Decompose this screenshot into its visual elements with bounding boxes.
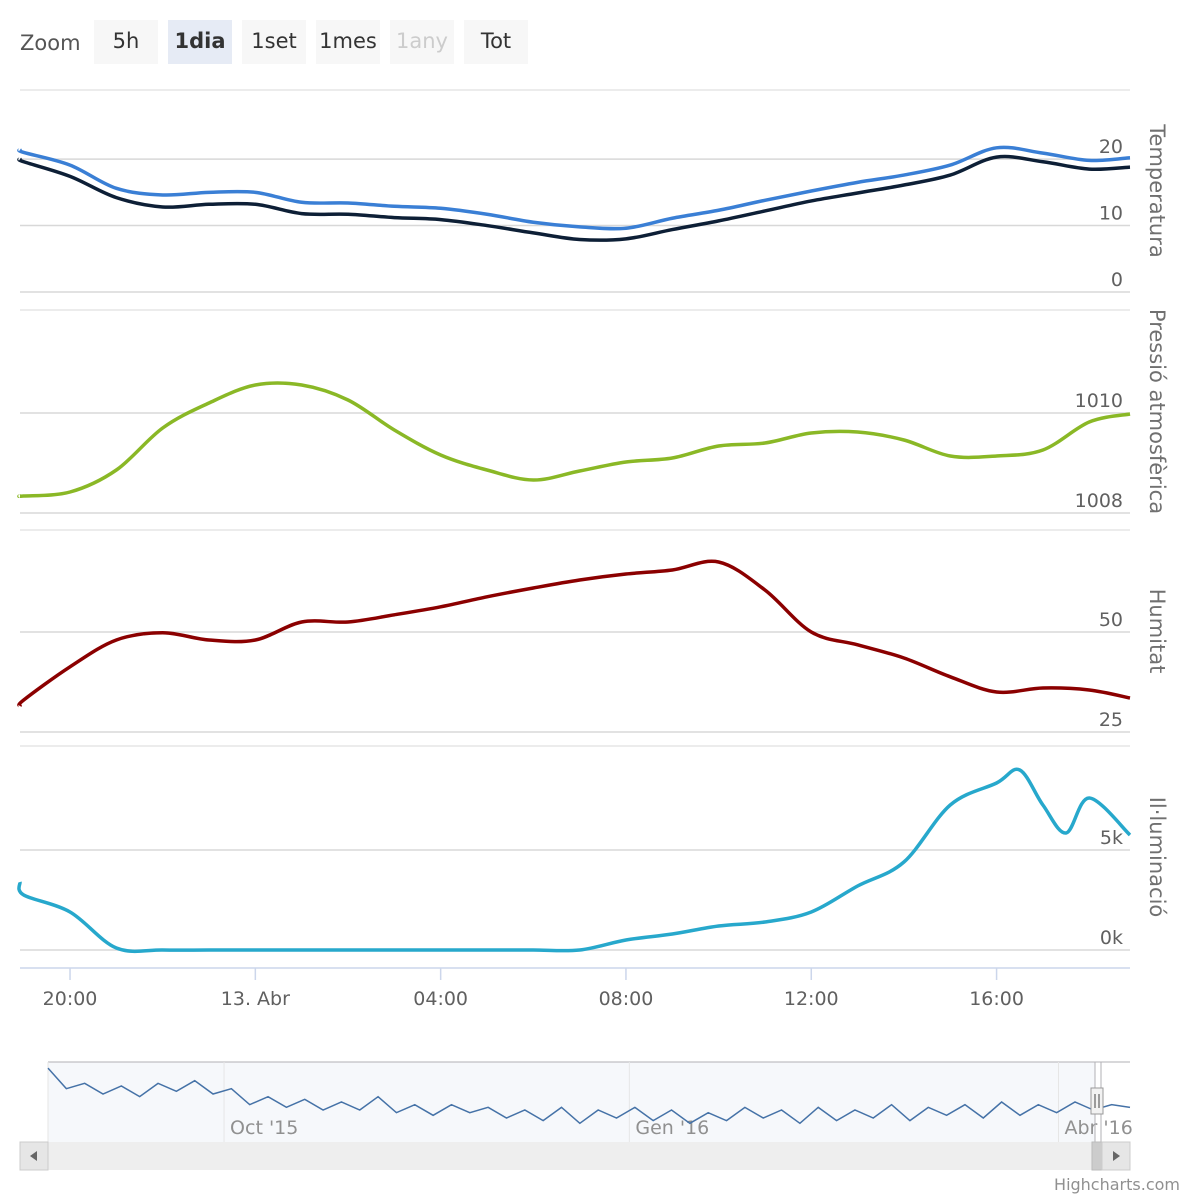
zoom-button-label[interactable]: 5h xyxy=(113,29,140,53)
navigator-mask xyxy=(48,1062,1095,1142)
navigator-tick-label: Oct '15 xyxy=(230,1117,298,1139)
zoom-button-label[interactable]: 1any xyxy=(396,29,448,53)
y-axis-title: Temperatura xyxy=(1145,123,1169,257)
navigator-tick-label: Abr '16 xyxy=(1064,1117,1132,1139)
scrollbar-track xyxy=(20,1142,1130,1170)
zoom-button[interactable] xyxy=(242,20,306,64)
zoom-button-label[interactable]: 1dia xyxy=(174,29,225,53)
x-tick-label: 20:00 xyxy=(43,988,98,1010)
x-tick-label: 12:00 xyxy=(784,988,839,1010)
y-axis-title: Il·luminació xyxy=(1145,797,1169,918)
x-tick-label: 13. Abr xyxy=(221,988,290,1010)
x-tick-label: 16:00 xyxy=(969,988,1024,1010)
plots: 0 10 20 Temperatura 1008 1010 Pressió atmosfèr… xyxy=(17,89,1169,1010)
scrollbar[interactable] xyxy=(19,1141,1131,1171)
y-tick-label: 1010 xyxy=(1075,390,1123,412)
y-tick-label: 0 xyxy=(1111,269,1123,291)
series-line xyxy=(17,381,1131,499)
x-tick-label: 08:00 xyxy=(599,988,654,1010)
y-tick-label: 5k xyxy=(1100,827,1123,849)
navigator-series xyxy=(47,1067,1131,1125)
y-tick-label: 0k xyxy=(1100,927,1123,949)
zoom-button[interactable] xyxy=(168,20,232,64)
zoom-button-label[interactable]: 1set xyxy=(251,29,296,53)
zoom-label: Zoom xyxy=(20,31,81,55)
credits[interactable]: Highcharts.com xyxy=(1054,1175,1180,1194)
zoom-button[interactable] xyxy=(316,20,380,64)
y-tick-label: 50 xyxy=(1099,609,1123,631)
series-line xyxy=(17,767,1132,954)
y-tick-label: 1008 xyxy=(1075,490,1123,512)
zoom-button[interactable] xyxy=(464,20,528,64)
zoom-button[interactable] xyxy=(94,20,158,64)
series-line xyxy=(17,145,1131,231)
y-axis-title: Humitat xyxy=(1145,589,1169,674)
y-axis-title: Pressió atmosfèrica xyxy=(1145,309,1169,514)
navigator-handles[interactable] xyxy=(1090,1062,1104,1142)
zoom-button[interactable] xyxy=(390,20,454,64)
zoom-buttons: 5h 1dia 1set 1mes 1any Tot xyxy=(94,20,528,64)
arrow-right xyxy=(1113,1151,1120,1161)
y-tick-label: 25 xyxy=(1099,709,1123,731)
navigator-handle[interactable] xyxy=(1090,1087,1104,1115)
y-tick-label: 10 xyxy=(1099,203,1123,225)
scrollbar-thumb[interactable] xyxy=(1091,1141,1103,1171)
series-line xyxy=(17,559,1131,708)
zoom-button-label[interactable]: 1mes xyxy=(319,29,377,53)
zoom-button-label[interactable]: Tot xyxy=(480,29,511,53)
arrow-left xyxy=(30,1151,37,1161)
y-tick-label: 20 xyxy=(1099,136,1123,158)
x-tick-label: 04:00 xyxy=(413,988,468,1010)
series-line xyxy=(17,154,1131,242)
navigator-tick-label: Gen '16 xyxy=(635,1117,709,1139)
navigator: Oct '15 Gen '16 Abr '16 xyxy=(47,1061,1133,1142)
